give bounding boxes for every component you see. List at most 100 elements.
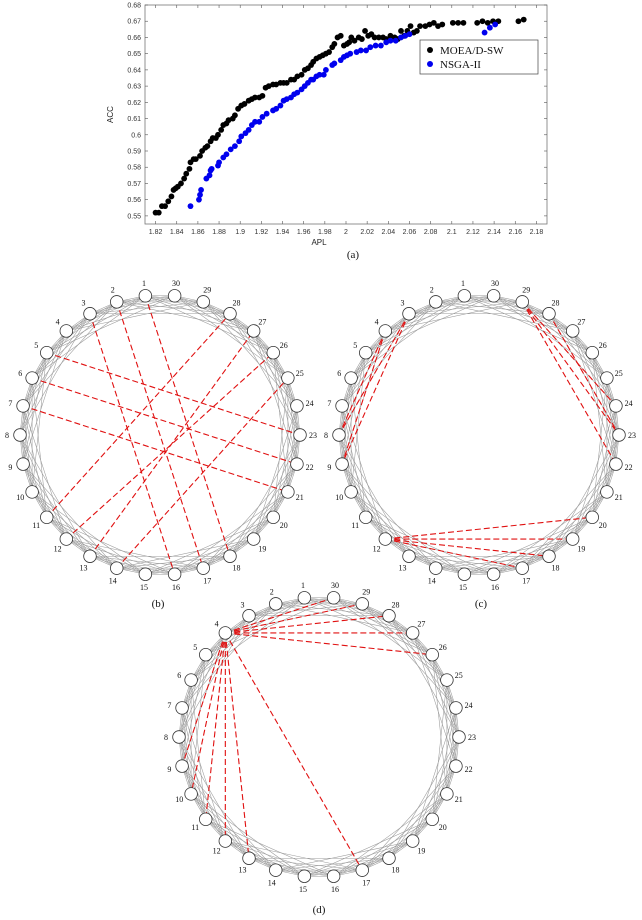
- caption: (c): [475, 598, 488, 610]
- node-label: 20: [439, 823, 447, 832]
- node: [335, 457, 349, 471]
- y-tick-label: 0.58: [127, 165, 141, 172]
- edge: [365, 301, 436, 353]
- node-label: 4: [56, 317, 60, 326]
- x-tick-label: 2.14: [487, 229, 501, 236]
- node: [449, 759, 463, 773]
- node-label: 22: [306, 463, 314, 472]
- highlight-edge: [224, 632, 363, 871]
- data-point: [372, 42, 379, 49]
- data-point: [263, 110, 270, 117]
- edge: [178, 736, 250, 859]
- node-label: 20: [599, 521, 607, 530]
- node-label: 16: [331, 885, 339, 894]
- node-label: 21: [455, 795, 463, 804]
- node-label: 2: [111, 285, 115, 294]
- node: [83, 307, 97, 321]
- node: [600, 485, 614, 499]
- edge: [22, 463, 67, 540]
- edge: [19, 434, 91, 557]
- data-point: [192, 156, 199, 163]
- node: [440, 787, 454, 801]
- node-label: 24: [625, 399, 633, 408]
- node-label: 22: [625, 463, 633, 472]
- node: [218, 834, 233, 848]
- edge: [190, 603, 276, 681]
- node: [223, 549, 237, 563]
- edge: [272, 352, 289, 492]
- edge: [229, 434, 301, 557]
- caption: (b): [152, 598, 165, 610]
- x-tick-label: 2.16: [508, 229, 522, 236]
- edge: [493, 295, 608, 379]
- data-point: [259, 114, 266, 120]
- edge: [19, 352, 47, 436]
- highlight-edge: [521, 301, 617, 407]
- edge: [412, 632, 457, 767]
- node: [542, 307, 556, 321]
- edge: [412, 707, 457, 842]
- data-point: [474, 19, 481, 26]
- edge: [205, 819, 276, 871]
- edge: [362, 603, 457, 709]
- node-label: 30: [172, 279, 180, 288]
- y-tick-label: 0.6: [131, 132, 141, 139]
- edge: [572, 405, 617, 540]
- node-label: 11: [351, 521, 359, 530]
- edge: [522, 517, 593, 569]
- node-label: 24: [465, 701, 473, 710]
- node: [40, 510, 54, 524]
- plot-area: [144, 4, 548, 225]
- edge: [385, 295, 465, 332]
- data-point: [455, 19, 462, 26]
- node: [382, 851, 396, 865]
- edge: [388, 615, 457, 709]
- edge: [31, 313, 91, 379]
- node-label: 13: [399, 564, 407, 573]
- node-label: 30: [491, 279, 499, 288]
- x-tick-label: 1.86: [191, 229, 205, 236]
- edge: [362, 819, 433, 871]
- edge: [385, 538, 465, 575]
- node: [110, 561, 124, 575]
- node: [486, 289, 501, 303]
- edge: [365, 517, 494, 575]
- x-tick-label: 1.9: [235, 229, 245, 236]
- node-label: 26: [599, 341, 607, 350]
- y-tick-label: 0.65: [127, 51, 141, 58]
- edge: [89, 555, 204, 569]
- x-tick-label: 1.92: [255, 229, 269, 236]
- scatter-chart: 1.82 1.84 1.86 1.88 1.9 1.92 1.94 1.96 1.98 2 2.02…: [106, 3, 548, 261]
- edge: [275, 857, 390, 871]
- y-tick-label: 0.59: [127, 149, 141, 156]
- data-point: [197, 152, 203, 159]
- node: [429, 295, 443, 309]
- data-point: [273, 105, 280, 112]
- caption-a: (a): [347, 249, 360, 261]
- node: [167, 289, 182, 303]
- node-label: 18: [392, 866, 400, 875]
- edge: [432, 736, 460, 820]
- data-point: [439, 21, 446, 28]
- node: [609, 399, 623, 413]
- edge: [22, 463, 91, 557]
- data-point: [198, 187, 204, 193]
- data-point: [204, 143, 211, 150]
- data-point: [407, 23, 414, 29]
- data-point: [186, 165, 193, 172]
- edge: [431, 654, 448, 794]
- edge: [190, 597, 305, 681]
- edge: [362, 603, 433, 655]
- edge: [273, 434, 301, 518]
- node: [175, 759, 189, 773]
- edge: [174, 538, 254, 575]
- data-point: [298, 71, 305, 78]
- node: [457, 289, 472, 303]
- edge: [203, 301, 274, 353]
- edge: [522, 301, 593, 353]
- edge: [178, 654, 206, 738]
- edge: [248, 597, 334, 617]
- data-point: [232, 112, 238, 119]
- node: [281, 371, 295, 385]
- data-point: [351, 37, 358, 44]
